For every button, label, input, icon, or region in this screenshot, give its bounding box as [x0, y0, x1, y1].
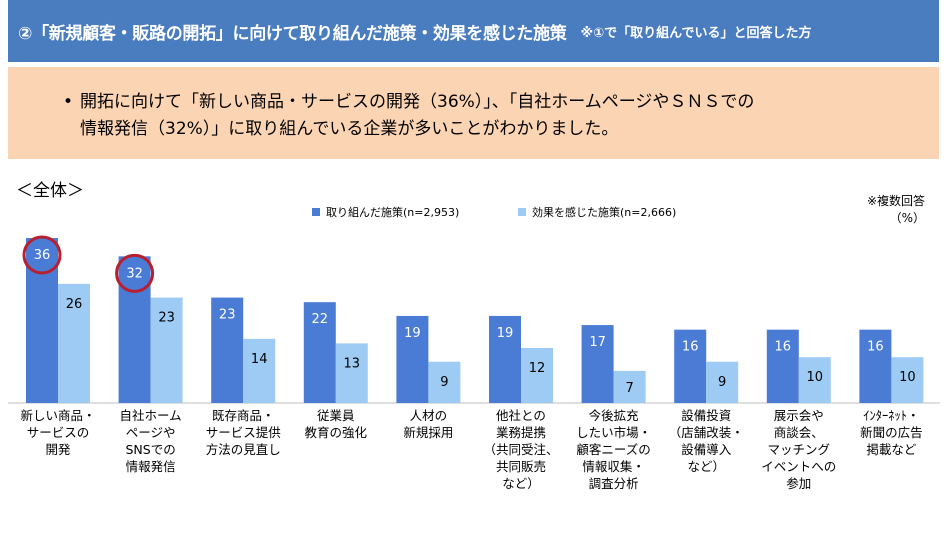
category-label-0-line-0: 新しい商品・	[20, 408, 95, 423]
bar-series-1-9	[859, 329, 892, 403]
category-label-5-line-1: 業務提携	[496, 425, 546, 440]
data-label-series-1-3: 22	[312, 312, 329, 327]
highlight-ring-1	[115, 253, 155, 293]
bar-series-1-0	[26, 238, 58, 403]
bar-series-1-4	[396, 315, 429, 403]
unit-note: （%）	[889, 211, 925, 225]
category-label-9-line-2: 掲載など	[866, 442, 917, 457]
data-label-series-1-0: 36	[34, 248, 51, 263]
legend-label-series-1: 取り組んだ施策(n=2,953)	[326, 206, 460, 219]
multi-answer-note: ※複数回答	[866, 194, 925, 208]
header-title: ②「新規顧客・販路の開拓」に向けて取り組んだ施策・効果を感じた施策	[18, 23, 567, 44]
data-label-series-2-3: 13	[344, 356, 361, 371]
data-label-series-1-7: 16	[682, 340, 699, 355]
category-label-7-line-2: 設備導入	[681, 442, 732, 457]
category-label-2-line-2: 方法の見直し	[206, 442, 281, 457]
data-label-series-2-6: 7	[625, 381, 633, 396]
category-label-8-line-0: 展示会や	[774, 408, 824, 423]
category-label-3-line-0: 従業員	[317, 408, 355, 423]
category-label-1-line-3: 情報発信	[126, 459, 176, 474]
section-label: ＜全体＞	[16, 181, 84, 201]
bar-series-2-9	[891, 357, 924, 403]
data-label-series-1-6: 17	[589, 335, 606, 350]
category-label-4-line-0: 人材の	[410, 408, 448, 423]
data-label-series-1-2: 23	[219, 308, 236, 323]
data-label-series-2-0: 26	[66, 297, 83, 312]
category-label-8-line-3: イベントへの	[761, 459, 836, 474]
data-label-series-2-9: 10	[899, 370, 916, 385]
legend-swatch-series-2	[518, 208, 526, 216]
chart-notes: ※複数回答 （%）	[867, 193, 925, 227]
bar-series-1-2	[211, 297, 244, 403]
category-label-0-line-2: 開発	[45, 442, 71, 457]
header-note: ※①で「取り組んでいる」と回答した方	[580, 25, 812, 41]
summary-bullet: •	[63, 92, 74, 112]
bar-series-2-2	[243, 338, 276, 403]
category-label-5-line-4: など）	[502, 476, 540, 491]
data-label-series-1-4: 19	[404, 326, 421, 341]
category-label-8-line-2: マッチング	[768, 442, 831, 457]
category-label-7-line-1: （店舗改装・	[669, 425, 744, 440]
category-label-6-line-0: 今後拡充	[589, 408, 639, 423]
category-label-9-line-1: 新聞の広告	[860, 425, 923, 440]
highlight-ring-0	[22, 235, 62, 275]
chart-legend: 取り組んだ施策(n=2,953) 効果を感じた施策(n=2,666)	[0, 204, 947, 220]
legend-item-series-2: 効果を感じた施策(n=2,666)	[518, 204, 676, 220]
category-label-1-line-1: ページや	[126, 425, 176, 440]
section-header: ②「新規顧客・販路の開拓」に向けて取り組んだ施策・効果を感じた施策 ※①で「取り…	[8, 0, 939, 62]
bar-series-2-0	[58, 283, 90, 403]
data-label-series-1-1: 32	[126, 266, 143, 281]
bar-series-1-1	[118, 256, 151, 403]
category-label-1-line-2: SNSでの	[125, 442, 175, 457]
data-label-series-2-8: 10	[807, 370, 824, 385]
category-label-2-line-1: サービス提供	[206, 425, 281, 440]
bar-series-1-8	[766, 329, 799, 403]
data-label-series-1-8: 16	[775, 340, 792, 355]
category-label-9-line-0: ｲﾝﾀｰﾈｯﾄ・	[863, 408, 919, 423]
summary-line-1: 開拓に向けて「新しい商品・サービスの開発（36%）」、「自社ホームページやＳＮＳ…	[80, 92, 755, 112]
bar-series-1-5	[489, 315, 521, 403]
bar-series-2-3	[335, 343, 368, 403]
bar-series-2-4	[428, 361, 461, 403]
category-label-7-line-3: など）	[687, 459, 725, 474]
category-label-2-line-0: 既存商品・	[212, 408, 275, 423]
category-label-6-line-1: したい市場・	[576, 425, 651, 440]
category-label-8-line-4: 参加	[786, 476, 811, 491]
bar-series-2-7	[706, 361, 739, 403]
data-label-series-1-5: 19	[497, 326, 514, 341]
category-label-5-line-3: 共同販売	[496, 459, 546, 474]
data-label-series-2-7: 9	[718, 375, 726, 390]
data-label-series-2-1: 23	[158, 311, 175, 326]
summary-box: • 開拓に向けて「新しい商品・サービスの開発（36%）」、「自社ホームページやＳ…	[8, 67, 939, 159]
category-label-0-line-1: サービスの	[27, 425, 90, 440]
data-label-series-2-2: 14	[251, 352, 268, 367]
category-label-6-line-4: 調査分析	[589, 476, 639, 491]
legend-swatch-series-1	[312, 208, 320, 216]
category-label-4-line-1: 新規採用	[403, 425, 453, 440]
category-label-1-line-0: 自社ホーム	[120, 408, 182, 423]
legend-item-series-1: 取り組んだ施策(n=2,953)	[312, 204, 459, 220]
category-label-5-line-0: 他社との	[496, 408, 546, 423]
bar-series-2-5	[521, 348, 553, 403]
category-label-7-line-0: 設備投資	[681, 408, 731, 423]
legend-label-series-2: 効果を感じた施策(n=2,666)	[532, 206, 677, 219]
bar-series-2-1	[150, 297, 183, 403]
bar-series-1-3	[303, 302, 336, 403]
data-label-series-2-5: 12	[529, 361, 546, 376]
category-label-6-line-3: 情報収集・	[582, 459, 645, 474]
category-label-3-line-1: 教育の強化	[305, 425, 368, 440]
category-label-8-line-1: 商談会、	[774, 425, 824, 440]
category-label-5-line-2: （共同受注、	[483, 442, 558, 457]
bar-series-1-6	[581, 325, 614, 403]
bar-series-2-8	[798, 357, 831, 403]
bar-series-2-6	[613, 370, 646, 403]
data-label-series-1-9: 16	[867, 340, 884, 355]
summary-line-2: 情報発信（32%）」に取り組んでいる企業が多いことがわかりました。	[80, 119, 619, 139]
category-label-6-line-2: 顧客ニーズの	[576, 442, 650, 457]
data-label-series-2-4: 9	[440, 375, 448, 390]
bar-series-1-7	[674, 329, 707, 403]
